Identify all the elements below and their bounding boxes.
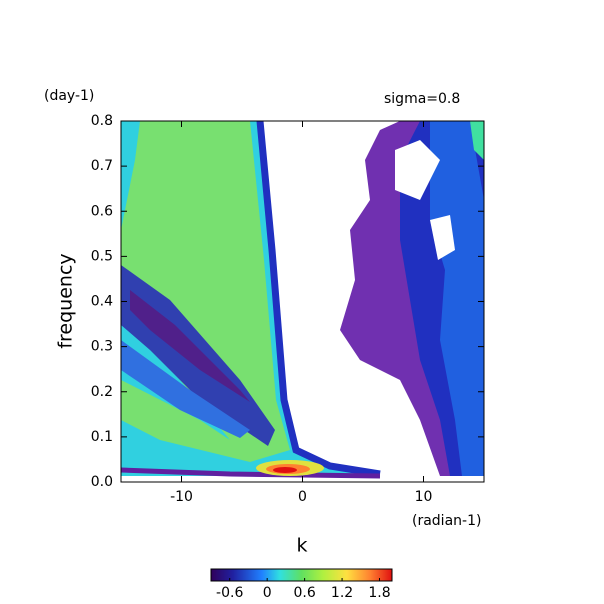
y-tick-label: 0.5 bbox=[91, 248, 113, 264]
colorbar bbox=[210, 568, 393, 582]
colorbar-tick-label: 1.2 bbox=[331, 585, 353, 601]
y-tick-label: 0.2 bbox=[91, 384, 113, 400]
y-tick-label: 0.8 bbox=[91, 113, 113, 129]
chart-title: sigma=0.8 bbox=[384, 91, 460, 107]
colorbar-tick-label: 1.8 bbox=[368, 585, 390, 601]
y-tick-label: 0.6 bbox=[91, 203, 113, 219]
x-tick-label: 0 bbox=[298, 489, 307, 505]
x-tick-label: 10 bbox=[415, 489, 433, 505]
colorbar-tick-label: -0.6 bbox=[216, 585, 243, 601]
x-tick-label: -10 bbox=[170, 489, 193, 505]
y-tick-label: 0.0 bbox=[91, 474, 113, 490]
x-axis-title: k bbox=[296, 535, 307, 557]
y-axis-title: frequency bbox=[55, 253, 77, 348]
y-tick-label: 0.3 bbox=[91, 339, 113, 355]
y-tick-label: 0.4 bbox=[91, 294, 113, 310]
colorbar-tick-label: 0 bbox=[263, 585, 272, 601]
y-unit: (day-1) bbox=[44, 88, 94, 104]
x-unit: (radian-1) bbox=[412, 513, 481, 529]
colorbar-tick-label: 0.6 bbox=[293, 585, 315, 601]
y-tick-label: 0.7 bbox=[91, 158, 113, 174]
y-tick-label: 0.1 bbox=[91, 429, 113, 445]
contour-field bbox=[121, 121, 484, 479]
